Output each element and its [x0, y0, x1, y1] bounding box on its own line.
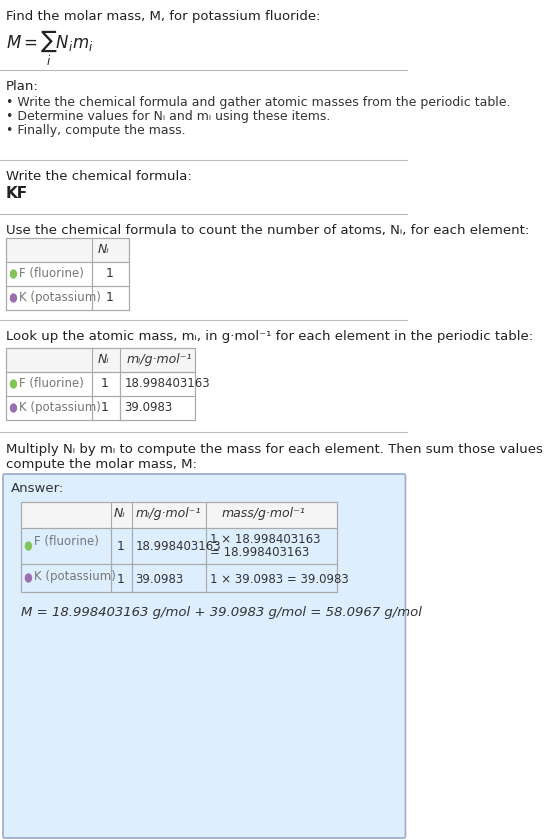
Circle shape	[26, 574, 32, 582]
Bar	[6, 348, 195, 372]
Text: • Write the chemical formula and gather atomic masses from the periodic table.: • Write the chemical formula and gather …	[6, 96, 511, 109]
Text: KF: KF	[6, 186, 28, 201]
Text: mᵢ/g·mol⁻¹: mᵢ/g·mol⁻¹	[127, 353, 192, 366]
Text: Look up the atomic mass, mᵢ, in g·mol⁻¹ for each element in the periodic table:: Look up the atomic mass, mᵢ, in g·mol⁻¹ …	[6, 330, 533, 343]
Circle shape	[26, 542, 32, 550]
Bar	[21, 564, 337, 592]
Text: Nᵢ: Nᵢ	[114, 507, 126, 520]
Text: • Determine values for Nᵢ and mᵢ using these items.: • Determine values for Nᵢ and mᵢ using t…	[6, 110, 330, 123]
Bar	[6, 262, 129, 286]
Bar	[6, 348, 195, 420]
Circle shape	[10, 380, 16, 388]
Text: 1: 1	[105, 291, 114, 304]
Text: M = 18.998403163 g/mol + 39.0983 g/mol = 58.0967 g/mol: M = 18.998403163 g/mol + 39.0983 g/mol =…	[21, 606, 422, 619]
Text: Nᵢ: Nᵢ	[98, 353, 110, 366]
Text: Nᵢ: Nᵢ	[98, 243, 110, 256]
Text: compute the molar mass, M:: compute the molar mass, M:	[6, 458, 197, 471]
Text: K (potassium): K (potassium)	[20, 401, 102, 414]
Bar	[21, 528, 337, 564]
Bar	[6, 372, 195, 396]
Bar	[21, 502, 337, 528]
Text: F (fluorine): F (fluorine)	[34, 535, 99, 548]
Text: Plan:: Plan:	[6, 80, 39, 93]
Text: 1: 1	[117, 540, 124, 553]
Bar	[21, 502, 337, 592]
Bar	[6, 238, 129, 262]
Text: Multiply Nᵢ by mᵢ to compute the mass for each element. Then sum those values to: Multiply Nᵢ by mᵢ to compute the mass fo…	[6, 443, 546, 456]
Text: 1 × 39.0983 = 39.0983: 1 × 39.0983 = 39.0983	[210, 573, 349, 586]
Text: $M = \sum_i N_i m_i$: $M = \sum_i N_i m_i$	[6, 28, 93, 68]
Text: • Finally, compute the mass.: • Finally, compute the mass.	[6, 124, 186, 137]
Bar	[6, 238, 129, 310]
Text: 1: 1	[101, 401, 109, 414]
Text: Use the chemical formula to count the number of atoms, Nᵢ, for each element:: Use the chemical formula to count the nu…	[6, 224, 529, 237]
Text: 18.998403163: 18.998403163	[135, 540, 221, 553]
Text: 1: 1	[117, 573, 124, 586]
Text: Find the molar mass, M, for potassium fluoride:: Find the molar mass, M, for potassium fl…	[6, 10, 321, 23]
Bar	[6, 286, 129, 310]
Text: F (fluorine): F (fluorine)	[20, 377, 84, 390]
Circle shape	[10, 270, 16, 278]
Text: mᵢ/g·mol⁻¹: mᵢ/g·mol⁻¹	[135, 507, 201, 520]
Text: 1: 1	[105, 267, 114, 280]
Bar	[6, 396, 195, 420]
Text: K (potassium): K (potassium)	[34, 570, 116, 583]
Text: Answer:: Answer:	[10, 482, 64, 495]
Text: K (potassium): K (potassium)	[20, 291, 102, 304]
Text: 1 × 18.998403163: 1 × 18.998403163	[210, 533, 321, 546]
Circle shape	[10, 404, 16, 412]
Text: Write the chemical formula:: Write the chemical formula:	[6, 170, 192, 183]
FancyBboxPatch shape	[3, 474, 406, 838]
Circle shape	[10, 294, 16, 302]
Text: F (fluorine): F (fluorine)	[20, 267, 84, 280]
Text: 39.0983: 39.0983	[124, 401, 173, 414]
Text: 39.0983: 39.0983	[135, 573, 183, 586]
Text: 18.998403163: 18.998403163	[124, 377, 210, 390]
Text: mass/g·mol⁻¹: mass/g·mol⁻¹	[222, 507, 305, 520]
Text: 1: 1	[101, 377, 109, 390]
Text: = 18.998403163: = 18.998403163	[210, 546, 310, 559]
